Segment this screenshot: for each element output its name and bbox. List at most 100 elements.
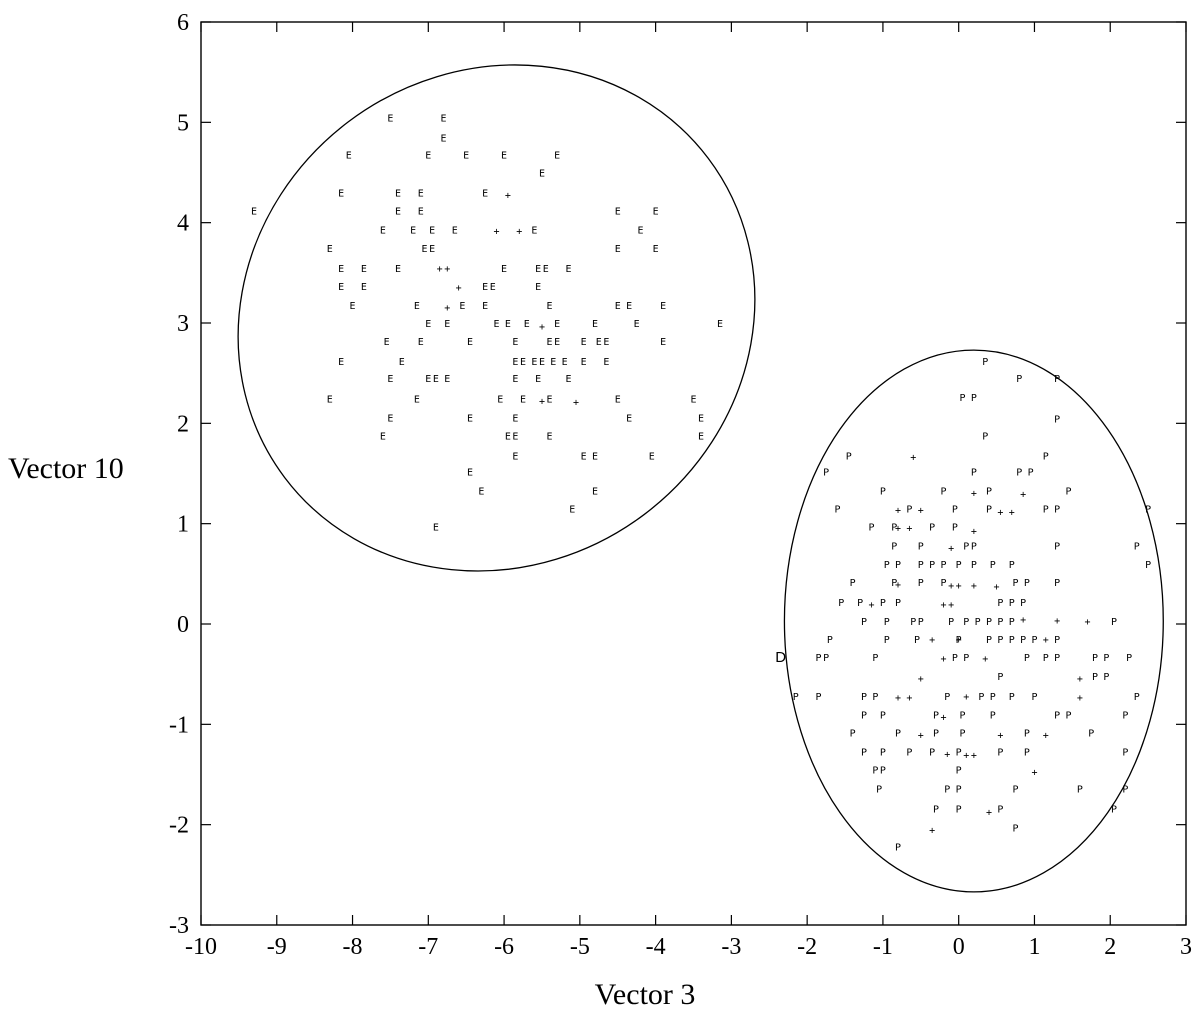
data-point-e: E — [660, 301, 666, 312]
y-tick-label: 0 — [177, 612, 189, 638]
plot-border — [200, 21, 1187, 926]
data-point-p: P — [1028, 467, 1034, 478]
data-point-p: P — [906, 505, 912, 516]
data-point-p: P — [1103, 672, 1109, 683]
data-point-p: P — [872, 692, 878, 703]
data-point-p: P — [880, 765, 886, 776]
data-point-plus: + — [994, 582, 1000, 593]
data-point-plus: + — [444, 264, 450, 275]
data-point-e: E — [615, 301, 621, 312]
data-point-e: E — [467, 413, 473, 424]
data-point-p: P — [857, 598, 863, 609]
data-point-p: P — [929, 747, 935, 758]
data-point-p: P — [975, 617, 981, 628]
data-point-plus: + — [1054, 616, 1060, 627]
data-point-p: P — [880, 710, 886, 721]
data-point-e: E — [626, 413, 632, 424]
data-point-e: E — [562, 357, 568, 368]
data-point-p: P — [1092, 672, 1098, 683]
data-point-e: E — [615, 244, 621, 255]
data-point-e: E — [512, 431, 518, 442]
cluster-ellipse-p — [783, 349, 1164, 893]
data-point-p: P — [1054, 505, 1060, 516]
data-point-e: E — [387, 113, 393, 124]
data-point-e: E — [384, 337, 390, 348]
data-point-plus: + — [493, 227, 499, 238]
data-point-p: P — [963, 542, 969, 553]
data-point-plus: + — [573, 397, 579, 408]
data-point-p: P — [990, 710, 996, 721]
data-point-e: E — [418, 337, 424, 348]
data-point-e: E — [395, 207, 401, 218]
y-tick-label: 4 — [177, 211, 189, 237]
data-point-p: P — [982, 357, 988, 368]
data-point-plus: + — [1020, 490, 1026, 501]
data-points: E EEE E E E EEE E E EE E E E EE E E E E EE E E E EE E E E E E EE E E E… — [251, 113, 1151, 853]
data-point-e: E — [482, 301, 488, 312]
plot-frame — [200, 21, 1187, 926]
y-tick-label: 5 — [177, 110, 189, 136]
data-point-e: E — [444, 374, 450, 385]
data-point-e: E — [425, 374, 431, 385]
data-point-plus: + — [941, 654, 947, 665]
data-point-p: P — [971, 542, 977, 553]
data-point-e: E — [346, 150, 352, 161]
data-point-p: P — [793, 692, 799, 703]
data-point-p: P — [1134, 692, 1140, 703]
data-point-p: P — [941, 578, 947, 589]
data-point-p: P — [971, 393, 977, 404]
data-point-e: E — [547, 301, 553, 312]
data-point-e: E — [603, 337, 609, 348]
data-point-p: P — [971, 467, 977, 478]
data-point-e: E — [361, 264, 367, 275]
data-point-p: P — [997, 635, 1003, 646]
data-point-plus: + — [982, 654, 988, 665]
x-tick-label: -7 — [418, 934, 438, 960]
data-point-e: E — [429, 244, 435, 255]
data-point-e: E — [440, 133, 446, 144]
data-point-e: E — [512, 357, 518, 368]
data-point-plus: + — [906, 524, 912, 535]
data-point-p: P — [876, 785, 882, 796]
data-point-e: E — [380, 431, 386, 442]
data-point-p: P — [1024, 653, 1030, 664]
data-point-p: P — [963, 653, 969, 664]
data-point-plus: + — [444, 303, 450, 314]
data-point-p: P — [1009, 635, 1015, 646]
data-point-plus: + — [956, 581, 962, 592]
data-point-e: E — [501, 264, 507, 275]
data-point-p: P — [1145, 505, 1151, 516]
data-point-e: E — [653, 207, 659, 218]
x-tick-label: -3 — [721, 934, 741, 960]
data-point-plus: + — [929, 635, 935, 646]
data-point-e: E — [444, 319, 450, 330]
data-point-p: P — [986, 617, 992, 628]
data-point-p: P — [891, 578, 897, 589]
data-point-e: E — [350, 301, 356, 312]
data-point-p: P — [944, 692, 950, 703]
data-point-p: P — [1020, 635, 1026, 646]
data-point-e: E — [440, 113, 446, 124]
data-point-p: P — [956, 785, 962, 796]
data-point-e: E — [361, 282, 367, 293]
data-point-e: E — [482, 282, 488, 293]
data-point-e: E — [690, 394, 696, 405]
data-point-e: E — [338, 357, 344, 368]
data-point-p: P — [895, 728, 901, 739]
data-point-plus: + — [971, 581, 977, 592]
data-point-p: P — [1126, 653, 1132, 664]
data-point-e: E — [497, 394, 503, 405]
y-axis-title: Vector 10 — [8, 452, 124, 485]
data-point-e: E — [520, 394, 526, 405]
data-point-e: E — [459, 301, 465, 312]
data-point-e: E — [463, 150, 469, 161]
data-point-e: E — [490, 282, 496, 293]
data-point-p: P — [895, 560, 901, 571]
data-point-p: P — [956, 765, 962, 776]
data-point-e: E — [380, 226, 386, 237]
data-point-p: P — [861, 617, 867, 628]
data-point-plus: + — [963, 692, 969, 703]
data-point-e: E — [615, 207, 621, 218]
data-point-plus: + — [910, 452, 916, 463]
